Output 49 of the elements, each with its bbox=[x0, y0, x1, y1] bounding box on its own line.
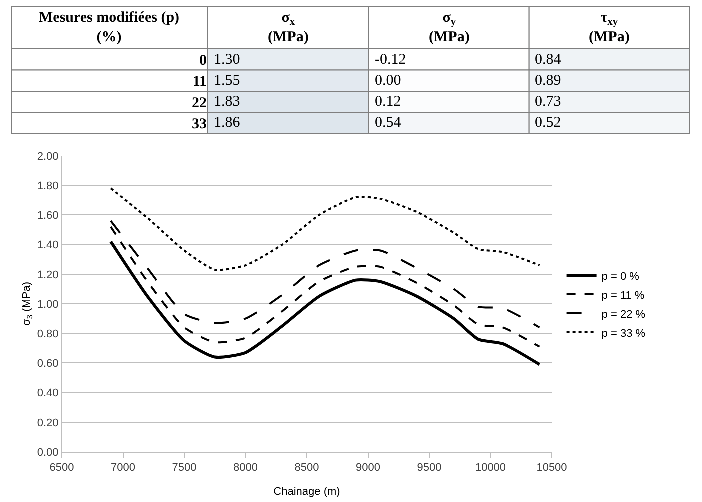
line-series bbox=[110, 240, 542, 366]
legend-label: p = 22 % bbox=[602, 308, 646, 321]
y-tick-label: 11 bbox=[192, 74, 207, 90]
line-series bbox=[110, 220, 541, 329]
x-tick-label: 8500 bbox=[294, 462, 320, 474]
y-tick-label: 1.60 bbox=[37, 210, 59, 222]
y-tick-label: 0.40 bbox=[37, 388, 59, 400]
legend-label: p = 33 % bbox=[602, 328, 646, 340]
legend-label: p = 11 % bbox=[602, 290, 645, 302]
y-tick-label: 1.40 bbox=[37, 240, 59, 252]
data-label: 0.73 bbox=[535, 94, 562, 110]
data-label: 0.52 bbox=[535, 115, 562, 131]
data-label: 0.54 bbox=[375, 115, 402, 131]
y-tick-label: 33 bbox=[192, 116, 207, 133]
y-tick-label: 0 bbox=[200, 52, 207, 69]
x-tick-label: 7500 bbox=[172, 462, 197, 474]
y-tick-label: 1.80 bbox=[37, 180, 59, 192]
data-label: 0.89 bbox=[535, 73, 562, 89]
data-label: 1.30 bbox=[214, 52, 240, 68]
y-tick-label: 1.20 bbox=[37, 269, 59, 282]
x-axis-title: Chainage (m) bbox=[274, 486, 340, 498]
y-tick-label: 22 bbox=[192, 95, 207, 112]
y-tick-label: 0.60 bbox=[37, 358, 59, 370]
data-label: 0.00 bbox=[375, 73, 402, 89]
data-label: -0.12 bbox=[375, 52, 406, 68]
x-tick-label: 7000 bbox=[111, 462, 136, 474]
x-tick-label: σ$_{y}$ (MPa) bbox=[429, 10, 470, 46]
data-label: 1.55 bbox=[214, 73, 240, 89]
legend-label: p = 0 % bbox=[602, 270, 640, 283]
y-axis-title: Mesures modifiées (p) (%) bbox=[39, 10, 180, 46]
x-tick-label: σ$_{x}$ (MPa) bbox=[268, 10, 309, 46]
y-tick-label: 0.80 bbox=[37, 328, 59, 340]
line-series bbox=[110, 188, 541, 272]
data-label: 0.84 bbox=[535, 52, 562, 68]
y-tick-label: 0.20 bbox=[37, 417, 59, 430]
x-tick-label: τ$_{xy}$ (MPa) bbox=[589, 10, 630, 46]
line-series bbox=[110, 226, 541, 348]
x-tick-label: 6500 bbox=[50, 462, 74, 474]
data-label: 1.86 bbox=[214, 115, 241, 131]
x-tick-label: 9500 bbox=[417, 462, 442, 474]
data-label: 0.12 bbox=[375, 94, 402, 110]
y-tick-label: 1.00 bbox=[37, 298, 59, 311]
x-tick-label: 10000 bbox=[475, 462, 506, 474]
x-tick-label: 8000 bbox=[234, 462, 258, 474]
data-label: 1.83 bbox=[214, 94, 240, 110]
x-tick-label: 10500 bbox=[536, 462, 568, 474]
y-tick-label: 2.00 bbox=[37, 150, 59, 163]
y-tick-label: 0.00 bbox=[37, 446, 59, 459]
x-tick-label: 9000 bbox=[356, 462, 380, 474]
